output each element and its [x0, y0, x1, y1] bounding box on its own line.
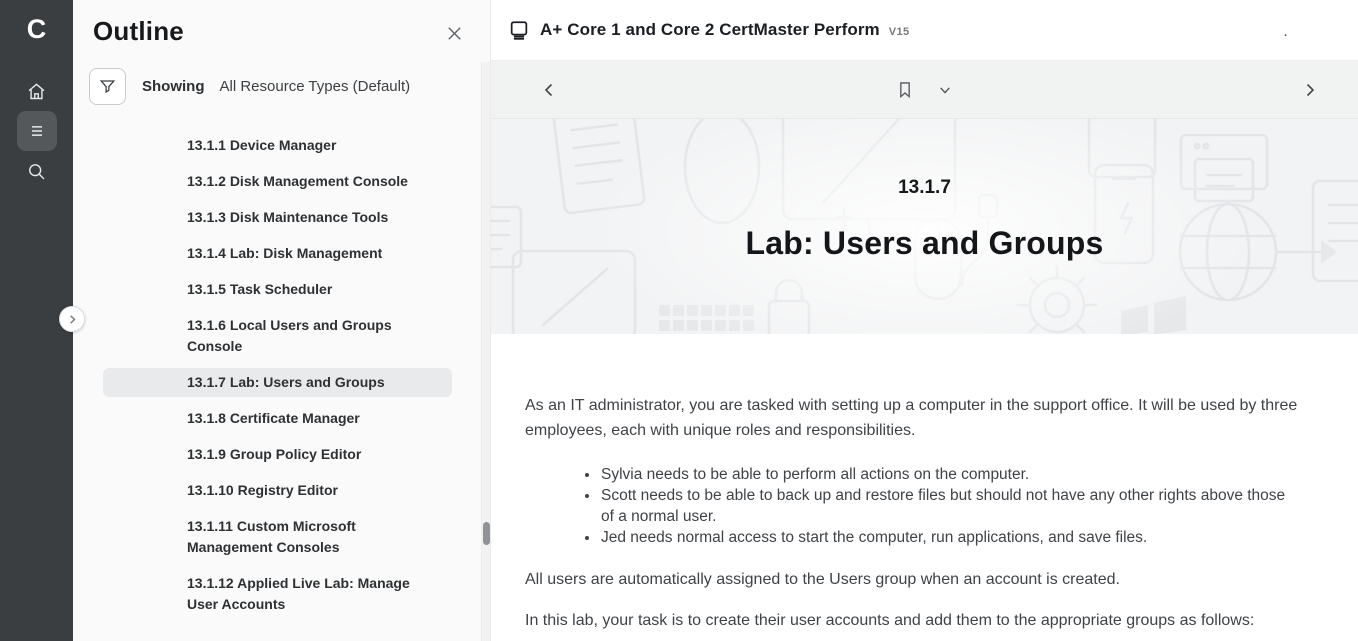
chevron-right-icon — [67, 314, 78, 325]
filter-value: All Resource Types (Default) — [219, 78, 411, 95]
task-paragraph: In this lab, your task is to create thei… — [525, 611, 1255, 629]
list-item: Jed needs normal access to start the com… — [600, 527, 1295, 548]
search-icon — [26, 161, 47, 182]
outline-panel: Outline Showing All Resource Types (Defa… — [73, 0, 491, 641]
outline-item[interactable]: 13.1.12 Applied Live Lab: Manage User Ac… — [103, 569, 452, 619]
lesson-banner: 13.1.7 Lab: Users and Groups — [491, 119, 1358, 334]
book-icon — [508, 19, 530, 41]
outline-item-label: 13.1.10 Registry Editor — [187, 482, 338, 498]
outline-item[interactable]: 13.1.4 Lab: Disk Management — [103, 239, 452, 268]
outline-item-label: 13.1.12 Applied Live Lab: Manage User Ac… — [187, 575, 410, 612]
course-title: A+ Core 1 and Core 2 CertMaster Perform — [540, 20, 880, 39]
outline-item[interactable]: 13.1.2 Disk Management Console — [103, 167, 452, 196]
outline-item[interactable]: 13.1.9 Group Policy Editor — [103, 440, 452, 469]
toolbar-center-group — [889, 74, 961, 106]
outline-item[interactable]: 13.1.11 Custom Microsoft Management Cons… — [103, 512, 452, 562]
outline-item-label: 13.1.7 Lab: Users and Groups — [187, 374, 385, 390]
banner-text: 13.1.7 Lab: Users and Groups — [491, 119, 1358, 334]
outline-item[interactable]: 13.1.5 Task Scheduler — [103, 275, 452, 304]
document-icon — [159, 281, 176, 299]
course-header: A+ Core 1 and Core 2 CertMaster Perform … — [491, 0, 1358, 61]
sidebar-item-search[interactable] — [17, 151, 57, 191]
sidebar-item-home[interactable] — [17, 71, 57, 111]
mouse-icon — [159, 585, 176, 603]
outline-item[interactable]: 13.1.8 Certificate Manager — [103, 404, 452, 433]
outline-item[interactable]: 13.1.1 Device Manager — [103, 131, 452, 160]
chevron-down-icon — [938, 83, 952, 97]
outline-scrollbar — [481, 62, 490, 641]
outline-item[interactable]: 13.1.10 Registry Editor — [103, 476, 452, 505]
filter-label: Showing — [142, 78, 205, 95]
outline-item[interactable]: 13.1.3 Disk Maintenance Tools — [103, 203, 452, 232]
lesson-body: As an IT administrator, you are tasked w… — [491, 334, 1358, 633]
document-icon — [159, 209, 176, 227]
sidebar-nav — [16, 71, 57, 191]
sidebar-item-outline[interactable] — [16, 111, 57, 151]
mail-icon — [1232, 18, 1257, 43]
header-icons — [1228, 0, 1342, 61]
list-item: Sylvia needs to be able to perform all a… — [600, 464, 1295, 485]
outline-item-label: 13.1.3 Disk Maintenance Tools — [187, 209, 389, 225]
document-icon — [159, 173, 176, 191]
bookmark-icon — [895, 80, 915, 100]
main-content-area: A+ Core 1 and Core 2 CertMaster Perform … — [491, 0, 1358, 641]
outline-item-label: 13.1.5 Task Scheduler — [187, 281, 333, 297]
list-item: Scott needs to be able to back up and re… — [600, 485, 1295, 527]
page-title: Lab: Users and Groups — [745, 225, 1104, 261]
brand-logo: C — [26, 13, 47, 44]
filter-funnel-icon — [98, 77, 117, 96]
mail-button[interactable] — [1228, 15, 1260, 47]
section-number: 13.1.7 — [898, 177, 951, 198]
outline-item[interactable]: 13.1.6 Local Users and Groups Console — [103, 311, 452, 361]
collapse-panel-button[interactable] — [59, 306, 85, 332]
mouse-icon — [159, 374, 176, 392]
outline-item-label: 13.1.8 Certificate Manager — [187, 410, 360, 426]
filter-row: Showing All Resource Types (Default) — [89, 68, 490, 105]
close-icon — [445, 24, 464, 43]
help-icon — [1274, 19, 1297, 42]
outline-item-label: 13.1.6 Local Users and Groups Console — [187, 317, 392, 354]
account-icon — [1315, 19, 1338, 42]
outline-item-label: 13.1.4 Lab: Disk Management — [187, 245, 383, 261]
users-group-paragraph: All users are automatically assigned to … — [525, 571, 1120, 588]
home-icon — [26, 81, 47, 102]
outline-scrollbar-thumb[interactable] — [483, 522, 490, 545]
outline-item-label: 13.1.9 Group Policy Editor — [187, 446, 362, 462]
document-icon — [159, 327, 176, 345]
document-icon — [159, 137, 176, 155]
banner-glow — [491, 119, 1358, 334]
bookmark-button[interactable] — [889, 74, 921, 106]
requirements-list: Sylvia needs to be able to perform all a… — [583, 464, 1295, 548]
document-icon — [159, 482, 176, 500]
filter-button[interactable] — [89, 68, 126, 105]
outline-item[interactable]: 13.1.7 Lab: Users and Groups — [103, 368, 452, 397]
mouse-icon — [159, 245, 176, 263]
lesson-toolbar — [491, 61, 1358, 119]
chevron-right-icon — [1302, 82, 1318, 98]
outline-list-icon — [27, 121, 47, 141]
outline-list: 13.1.1 Device Manager 13.1.2 Disk Manage… — [103, 131, 452, 619]
account-button[interactable] — [1310, 15, 1342, 47]
outline-item-label: 13.1.1 Device Manager — [187, 137, 337, 153]
document-icon — [159, 410, 176, 428]
outline-item-label: 13.1.2 Disk Management Console — [187, 173, 408, 189]
help-button[interactable] — [1269, 15, 1301, 47]
outline-item-label: 13.1.11 Custom Microsoft Management Cons… — [187, 518, 356, 555]
document-icon — [159, 446, 176, 464]
close-outline-button[interactable] — [441, 20, 468, 47]
chevron-left-icon — [541, 82, 557, 98]
bookmark-menu-button[interactable] — [929, 74, 961, 106]
outline-title: Outline — [93, 16, 184, 46]
previous-page-button[interactable] — [533, 74, 565, 106]
intro-paragraph: As an IT administrator, you are tasked w… — [525, 397, 1298, 439]
document-icon — [159, 528, 176, 546]
next-page-button[interactable] — [1294, 74, 1326, 106]
version-badge: V15 — [888, 25, 910, 38]
